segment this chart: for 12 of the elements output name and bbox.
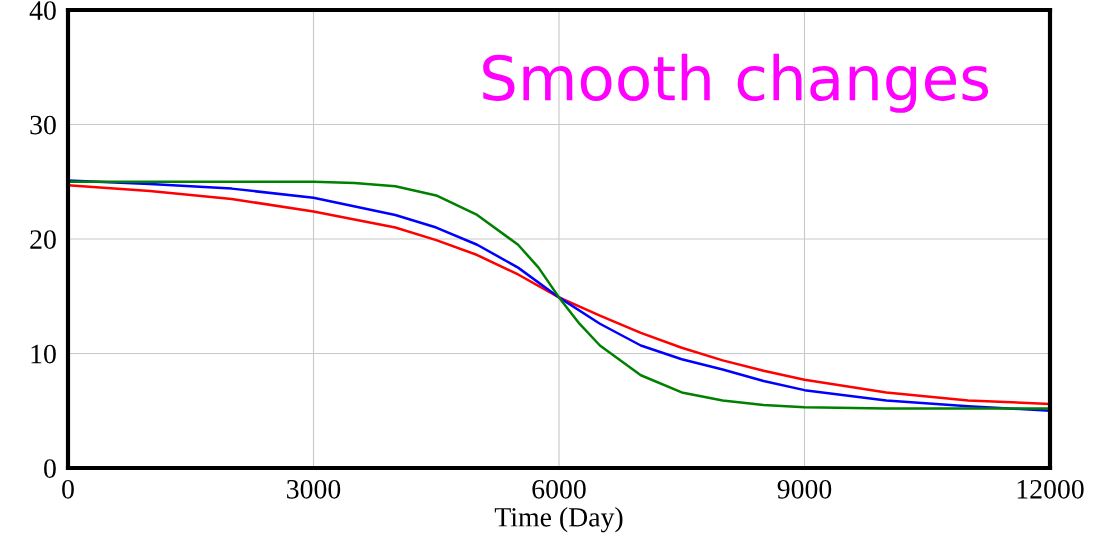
y-tick-label: 40 [29, 1, 56, 20]
x-tick-label: 0 [62, 479, 74, 499]
y-tick-label: 20 [30, 230, 56, 249]
y-tick-label: 30 [30, 115, 56, 135]
x-axis-title: Time (Day) [494, 507, 623, 533]
x-tick-label: 9000 [777, 479, 832, 499]
y-tick-label: 10 [31, 344, 56, 364]
x-tick-label: 12000 [1017, 479, 1084, 499]
x-tick-label: 6000 [532, 479, 586, 499]
x-tick-label: 3000 [287, 479, 341, 499]
annotation: Smooth changes [483, 53, 989, 113]
y-tick-label: 0 [44, 459, 56, 478]
